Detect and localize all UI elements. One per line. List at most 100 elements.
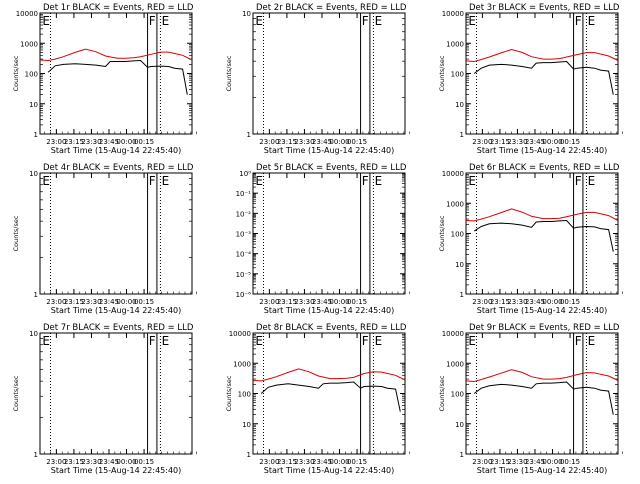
y-tick-label: 10	[242, 421, 251, 429]
x-tick-label: 23:00	[259, 138, 279, 146]
y-tick-label: 10000	[442, 10, 464, 18]
x-tick-label: 00:15	[347, 298, 367, 306]
plot-frame	[252, 172, 406, 295]
plot-frame	[39, 172, 193, 295]
x-tick-label: 00:15	[134, 458, 154, 466]
x-tick-label: 23:45	[525, 458, 545, 466]
marker-letter-f: F	[575, 174, 582, 188]
y-tick-label: 1000	[233, 360, 251, 368]
x-tick-label: 23:30	[294, 458, 314, 466]
chart-title: Det 1r BLACK = Events, RED = LLD	[43, 3, 194, 13]
x-tick-label: 23:45	[99, 138, 119, 146]
y-tick-label: 1000	[446, 40, 464, 48]
plot-frame	[252, 332, 406, 455]
x-tick-label: 23:00	[259, 458, 279, 466]
x-tick-label: 23:45	[312, 138, 332, 146]
marker-letter-e: E	[375, 14, 383, 28]
y-axis-label: Counts/sec	[225, 55, 233, 91]
y-tick-label: 10000	[442, 330, 464, 338]
marker-letter-e: E	[42, 174, 50, 188]
series-lld	[252, 368, 406, 382]
x-tick-label: 00:15	[134, 298, 154, 306]
plot-frame	[465, 172, 619, 295]
y-tick-label: 1	[247, 131, 251, 139]
y-tick-label: 10	[455, 421, 464, 429]
x-tick-label: 23:15	[490, 458, 510, 466]
y-tick-label: 10000	[16, 10, 38, 18]
x-tick-label: 23:15	[64, 138, 84, 146]
x-axis-label: Start Time (15-Aug-14 22:45:40)	[477, 306, 608, 315]
x-tick-label: 23:30	[294, 138, 314, 146]
x-tick-label: 00:15	[134, 138, 154, 146]
y-tick-label: 1	[34, 451, 38, 459]
x-tick-label: 00:15	[347, 458, 367, 466]
x-tick-label: 23:00	[46, 298, 66, 306]
x-tick-label: 00:15	[560, 138, 580, 146]
x-tick-label: 23:00	[46, 138, 66, 146]
marker-letter-e: E	[162, 14, 170, 28]
marker-letter-e: E	[162, 334, 170, 348]
x-tick-label: 00:00	[116, 298, 136, 306]
marker-letter-f: F	[149, 174, 156, 188]
chart-det-7: Det 7r BLACK = Events, RED = LLD Counts/s…	[12, 323, 197, 475]
y-tick-label: 1	[460, 131, 464, 139]
plot-frame	[39, 332, 193, 455]
x-axis-label: Start Time (15-Aug-14 22:45:40)	[477, 146, 608, 155]
chart-det-5: Det 5r BLACK = Events, RED = LLD 10⁻⁶ 10⁻⁵…	[236, 163, 410, 315]
y-tick-label: 10⁰	[239, 170, 251, 178]
marker-letter-e: E	[375, 334, 383, 348]
y-tick-label: 10⁻⁵	[236, 271, 252, 279]
marker-letter-e: E	[255, 174, 263, 188]
x-tick-label: 00:00	[116, 138, 136, 146]
marker-letter-e: E	[468, 334, 476, 348]
series-lld	[465, 48, 619, 63]
y-tick-label: 10000	[229, 330, 251, 338]
y-tick-label: 1	[247, 451, 251, 459]
series-events	[260, 381, 401, 412]
chart-title: Det 6r BLACK = Events, RED = LLD	[469, 163, 620, 173]
x-axis-label: Start Time (15-Aug-14 22:45:40)	[264, 306, 395, 315]
x-tick-label: 23:30	[81, 298, 101, 306]
chart-title: Det 7r BLACK = Events, RED = LLD	[43, 323, 194, 333]
x-axis-label: Start Time (15-Aug-14 22:45:40)	[51, 306, 182, 315]
chart-title: Det 9r BLACK = Events, RED = LLD	[469, 323, 620, 333]
x-tick-label: 23:00	[46, 458, 66, 466]
x-axis-label: Start Time (15-Aug-14 22:45:40)	[264, 466, 395, 475]
series-events	[473, 219, 614, 252]
y-tick-label: 10	[29, 170, 38, 178]
x-tick-label: 23:45	[99, 298, 119, 306]
chart-det-4: Det 4r BLACK = Events, RED = LLD Counts/s…	[12, 163, 197, 315]
marker-letter-e: E	[42, 334, 50, 348]
marker-letter-e: E	[468, 14, 476, 28]
marker-letter-e: E	[588, 334, 596, 348]
chart-title: Det 2r BLACK = Events, RED = LLD	[256, 3, 407, 13]
x-tick-label: 00:00	[329, 458, 349, 466]
y-axis-label: Counts/sec	[12, 375, 20, 411]
chart-det-1: Det 1r BLACK = Events, RED = LLD Counts/s…	[12, 3, 197, 155]
x-axis-label: Start Time (15-Aug-14 22:45:40)	[477, 466, 608, 475]
marker-letter-e: E	[375, 174, 383, 188]
marker-letter-f: F	[362, 14, 369, 28]
x-tick-label: 00:00	[116, 458, 136, 466]
series-lld	[465, 208, 619, 222]
chart-det-3: Det 3r BLACK = Events, RED = LLD Counts/s…	[438, 3, 623, 155]
series-events	[473, 60, 614, 95]
chart-title: Det 4r BLACK = Events, RED = LLD	[43, 163, 194, 173]
x-tick-label: 00:00	[329, 138, 349, 146]
x-tick-label: 23:15	[490, 298, 510, 306]
plot-frame	[39, 12, 193, 135]
x-tick-label: 23:45	[312, 458, 332, 466]
y-tick-label: 100	[451, 391, 464, 399]
y-tick-label: 1	[34, 291, 38, 299]
marker-letter-e: E	[588, 174, 596, 188]
x-tick-label: 23:15	[64, 298, 84, 306]
x-tick-label: 23:45	[525, 138, 545, 146]
x-tick-label: 23:15	[277, 138, 297, 146]
marker-letter-f: F	[575, 334, 582, 348]
y-tick-label: 10	[29, 330, 38, 338]
y-tick-label: 10000	[442, 170, 464, 178]
y-axis-label: Counts/sec	[438, 215, 446, 251]
x-tick-label: 23:30	[81, 458, 101, 466]
y-tick-label: 10	[455, 101, 464, 109]
